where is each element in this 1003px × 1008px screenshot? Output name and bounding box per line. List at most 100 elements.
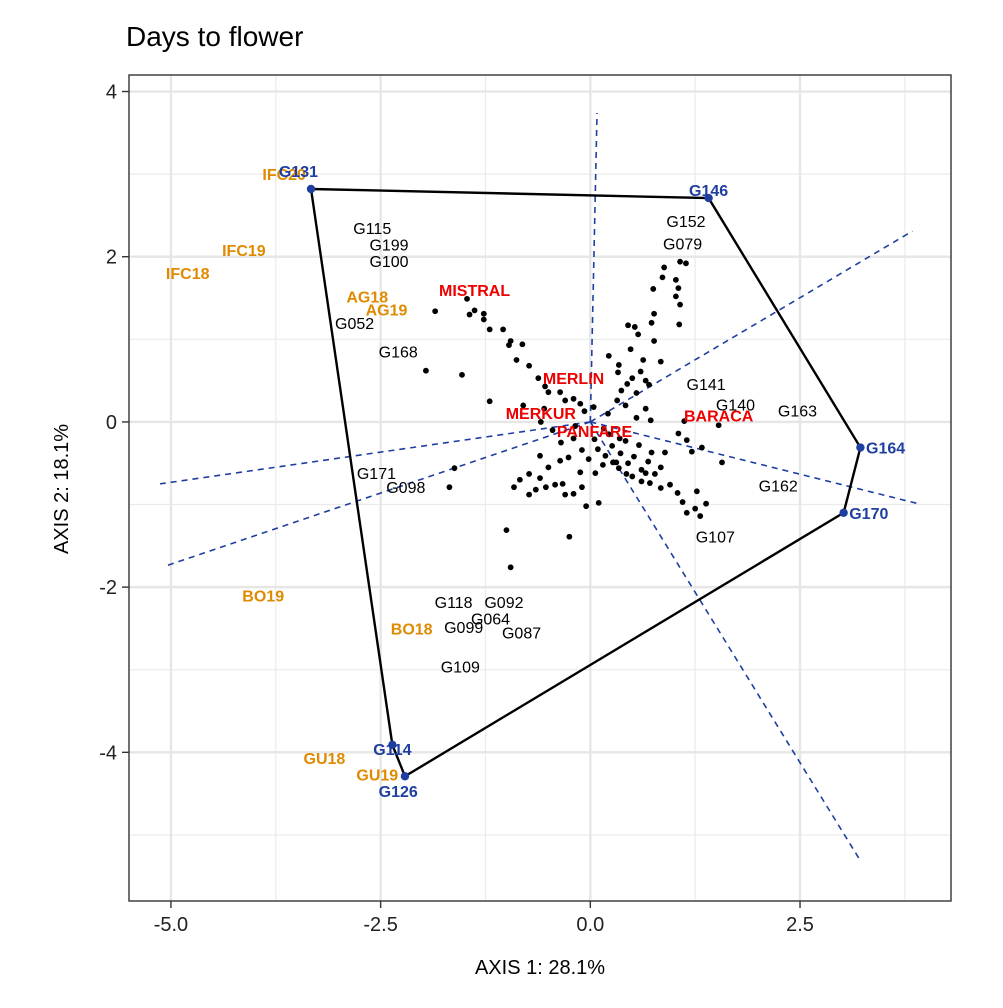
- genotype-point: [642, 470, 649, 477]
- genotype-point: [565, 454, 572, 461]
- genotype-point: [629, 375, 636, 382]
- check-label: BARACA: [684, 408, 754, 425]
- genotype-point: [513, 357, 520, 363]
- genotype-point: [480, 316, 487, 323]
- environment-label: GU19: [356, 768, 398, 785]
- rays-layer: [159, 112, 919, 859]
- chart-title: Days to flower: [126, 21, 303, 52]
- genotype-point: [541, 405, 548, 412]
- genotype-point: [605, 352, 612, 359]
- genotype-label: G171: [357, 466, 396, 483]
- genotype-point: [657, 485, 664, 491]
- genotype-point: [651, 310, 657, 317]
- environment-label: GU18: [304, 751, 346, 768]
- genotype-point: [581, 408, 588, 415]
- genotype-point: [579, 484, 585, 491]
- genotype-point: [526, 491, 532, 498]
- environment-label: IFC18: [166, 266, 210, 283]
- genotype-point: [503, 527, 510, 534]
- genotype-point: [486, 398, 493, 405]
- plot-panel-border: [128, 74, 952, 902]
- genotype-point: [520, 402, 527, 409]
- genotype-label: G168: [379, 345, 418, 362]
- genotype-point: [557, 389, 564, 396]
- genotype-label: G140: [716, 398, 755, 415]
- genotype-point: [605, 431, 612, 438]
- genotype-point: [640, 357, 647, 363]
- genotype-label: G100: [369, 254, 408, 271]
- vertex-point: [856, 443, 865, 452]
- genotype-point: [676, 321, 683, 328]
- genotype-point: [506, 342, 512, 349]
- genotype-point: [446, 484, 453, 491]
- vertex-point: [400, 772, 410, 781]
- genotype-point: [480, 310, 487, 317]
- genotype-point: [693, 488, 700, 495]
- genotype-point: [672, 293, 679, 300]
- genotype-point: [636, 442, 642, 448]
- genotype-point: [674, 490, 681, 496]
- genotype-point: [526, 362, 532, 369]
- genotype-point: [675, 430, 682, 437]
- genotype-label: G079: [663, 237, 702, 254]
- genotype-point: [594, 446, 601, 453]
- genotype-label: G162: [759, 479, 798, 496]
- genotype-point: [500, 326, 506, 333]
- genotype-point: [657, 464, 664, 471]
- genotype-label: G115: [353, 221, 391, 238]
- genotype-point: [557, 457, 564, 464]
- genotype-point: [592, 470, 599, 477]
- vertex-label: G164: [866, 441, 905, 458]
- axis-layer: -5.0 -2.5 0.0 2.5 -4 -2 0 2 4: [99, 82, 814, 936]
- genotype-point: [647, 417, 654, 424]
- genotype-point: [595, 499, 602, 506]
- genotype-point: [637, 368, 644, 375]
- genotype-label: G109: [441, 659, 480, 676]
- x-tick-label: 0.0: [576, 914, 604, 936]
- genotype-point: [683, 437, 690, 443]
- genotype-point: [579, 447, 585, 453]
- environment-label: BO18: [391, 621, 433, 638]
- y-axis-title: AXIS 2: 18.1%: [51, 424, 73, 554]
- genotype-point: [572, 423, 579, 429]
- genotype-point: [635, 331, 642, 338]
- genotype-point: [559, 480, 566, 487]
- check-point: [591, 436, 598, 443]
- genotype-point: [617, 450, 624, 457]
- vertex-label: G170: [849, 506, 888, 523]
- genotype-point: [577, 469, 584, 476]
- genotype-point: [657, 358, 664, 365]
- genotype-points-layer: [306, 184, 865, 781]
- genotype-point: [623, 471, 630, 477]
- genotype-point: [646, 381, 652, 388]
- x-tick-label: -2.5: [363, 914, 397, 936]
- genotype-point: [507, 564, 514, 571]
- check-label: MERKUR: [506, 406, 577, 423]
- genotype-label: G118: [435, 595, 473, 612]
- genotype-point: [537, 475, 543, 481]
- genotype-point: [697, 513, 704, 519]
- genotype-point: [650, 286, 657, 292]
- check-point: [471, 307, 478, 314]
- genotype-point: [615, 465, 622, 472]
- genotype-label: G052: [335, 316, 374, 333]
- genotype-point: [622, 402, 629, 409]
- genotype-point: [624, 381, 631, 387]
- genotype-point: [652, 471, 658, 477]
- genotype-point: [549, 427, 556, 434]
- genotype-point: [423, 367, 429, 374]
- genotype-point: [622, 438, 629, 444]
- vertex-point: [839, 508, 848, 517]
- sector-ray: [589, 230, 913, 423]
- genotype-point: [615, 362, 622, 368]
- genotype-point: [642, 405, 649, 412]
- sector-ray: [589, 421, 860, 859]
- genotype-label: G107: [696, 530, 735, 547]
- genotype-point: [602, 452, 609, 459]
- genotype-point: [659, 274, 666, 281]
- genotype-point: [677, 301, 683, 308]
- genotype-point: [570, 435, 577, 442]
- vertex-label: G126: [379, 784, 418, 801]
